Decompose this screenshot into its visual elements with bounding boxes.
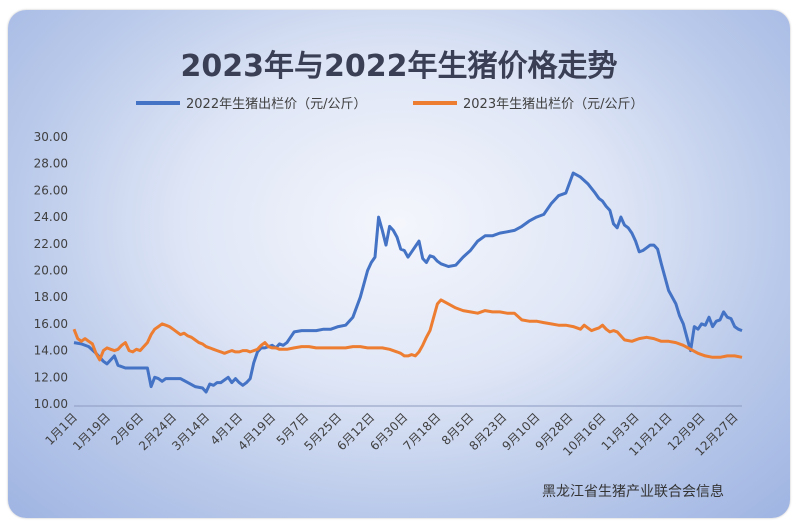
y-tick-label: 10.00 <box>34 397 68 411</box>
series-lines <box>72 171 743 394</box>
source-note: 黑龙江省生猪产业联合会信息 <box>542 483 724 500</box>
x-axis: 1月1日1月19日2月6日2月24日3月14日4月1日4月19日5月7日5月25… <box>42 405 742 459</box>
line-chart: 2023年与2022年生猪价格走势 2022年生猪出栏价（元/公斤） 2023年… <box>34 49 743 500</box>
series-line-2023 <box>72 298 743 362</box>
y-tick-label: 30.00 <box>34 130 68 144</box>
series-line-2022 <box>73 171 743 394</box>
y-tick-label: 18.00 <box>34 290 68 304</box>
chart-card: 2023年与2022年生猪价格走势 2022年生猪出栏价（元/公斤） 2023年… <box>8 10 790 518</box>
legend-label-2022: 2022年生猪出栏价（元/公斤） <box>186 97 366 112</box>
y-tick-label: 24.00 <box>34 210 68 224</box>
y-tick-label: 14.00 <box>34 344 68 358</box>
legend: 2022年生猪出栏价（元/公斤） 2023年生猪出栏价（元/公斤） <box>136 97 643 112</box>
y-tick-label: 16.00 <box>34 317 68 331</box>
y-tick-label: 20.00 <box>34 264 68 278</box>
chart-title: 2023年与2022年生猪价格走势 <box>181 49 618 84</box>
y-tick-label: 26.00 <box>34 183 68 197</box>
y-tick-label: 28.00 <box>34 157 68 171</box>
y-axis: 10.00 12.00 14.00 16.00 18.00 20.00 22.00 24.00… <box>34 130 68 411</box>
legend-label-2023: 2023年生猪出栏价（元/公斤） <box>463 97 643 112</box>
y-tick-label: 12.00 <box>34 370 68 384</box>
y-tick-label: 22.00 <box>34 237 68 251</box>
